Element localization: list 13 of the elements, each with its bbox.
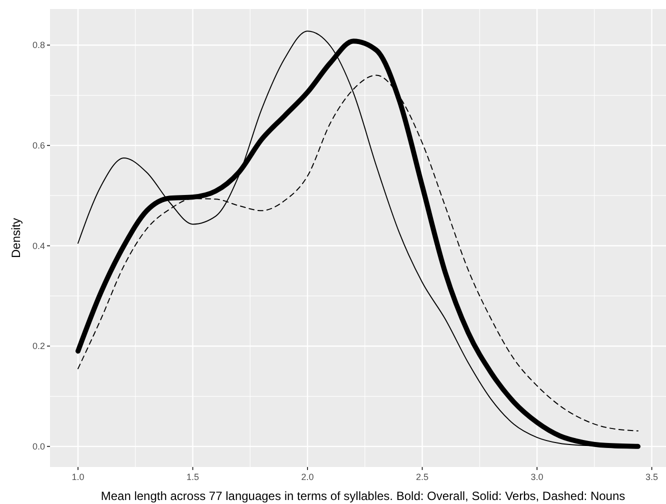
x-tick-label: 3.0 [530, 472, 544, 482]
y-tick-label: 0.4 [32, 240, 45, 251]
x-tick-label: 1.5 [186, 472, 200, 482]
x-axis-title: Mean length across 77 languages in terms of syllables. Bold: Overall, Solid: Verbs, Dashed: Nouns [100, 489, 626, 503]
y-tick-label: 0.8 [32, 40, 45, 50]
x-tick-label: 1.0 [72, 472, 84, 482]
y-axis-title: Density [9, 218, 23, 258]
x-tick-label: 3.5 [646, 472, 658, 482]
x-tick-label: 2.5 [416, 472, 429, 482]
y-tick-label: 0.2 [32, 341, 45, 352]
x-tick-label: 2.0 [301, 472, 314, 482]
y-tick-label: 0.6 [32, 140, 45, 150]
y-tick-label: 0.0 [32, 441, 45, 452]
